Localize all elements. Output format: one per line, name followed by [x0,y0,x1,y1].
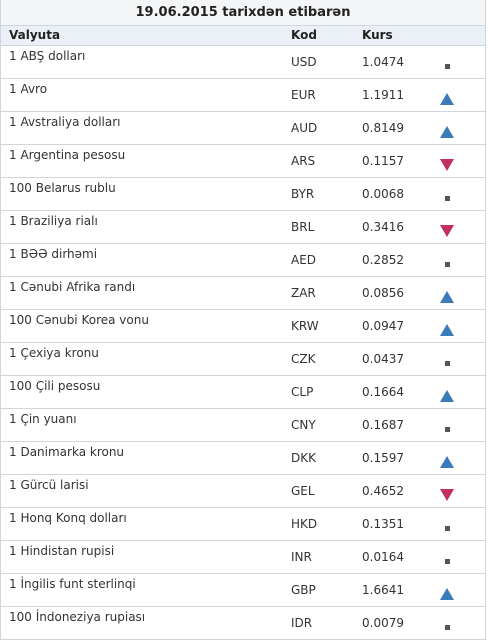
currency-code: USD [291,55,317,69]
table-row: 1 Danimarka kronu DKK 0.1597 [1,442,485,475]
currency-name: 1 Cənubi Afrika randı [9,280,136,294]
exchange-rate: 0.1664 [362,385,404,399]
header-code: Kod [291,28,317,42]
currency-name: 1 Hindistan rupisi [9,544,115,558]
exchange-rate: 0.0164 [362,550,404,564]
currency-code: CNY [291,418,316,432]
table-row: 1 BƏƏ dirhəmi AED 0.2852 [1,244,485,277]
trend-up-icon [439,92,455,106]
currency-name: 100 Cənubi Korea vonu [9,313,149,327]
exchange-rate: 0.1157 [362,154,404,168]
no-change-icon [439,356,455,370]
table-row: 1 Braziliya rialı BRL 0.3416 [1,211,485,244]
currency-name: 100 İndoneziya rupiası [9,610,146,624]
exchange-rate: 0.0068 [362,187,404,201]
table-row: 1 Çexiya kronu CZK 0.0437 [1,343,485,376]
table-header: Valyuta Kod Kurs [1,26,485,46]
trend-down-icon [439,158,455,172]
trend-up-icon [439,125,455,139]
table-row: 100 İndoneziya rupiası IDR 0.0079 [1,607,485,640]
exchange-rate: 0.1351 [362,517,404,531]
table-row: 1 Çin yuanı CNY 0.1687 [1,409,485,442]
exchange-rate: 0.0947 [362,319,404,333]
currency-code: DKK [291,451,316,465]
no-change-icon [439,191,455,205]
currency-name: 1 BƏƏ dirhəmi [9,247,98,261]
currency-code: GEL [291,484,315,498]
currency-code: AED [291,253,317,267]
table-row: 100 Çili pesosu CLP 0.1664 [1,376,485,409]
exchange-rate: 0.0079 [362,616,404,630]
exchange-rate: 0.0437 [362,352,404,366]
table-row: 100 Belarus rublu BYR 0.0068 [1,178,485,211]
exchange-rate: 0.0856 [362,286,404,300]
currency-name: 100 Çili pesosu [9,379,101,393]
table-row: 1 Argentina pesosu ARS 0.1157 [1,145,485,178]
trend-up-icon [439,290,455,304]
exchange-rate: 0.4652 [362,484,404,498]
currency-name: 1 ABŞ dolları [9,49,86,63]
table-row: 1 Gürcü larisi GEL 0.4652 [1,475,485,508]
currency-name: 1 Çexiya kronu [9,346,99,360]
currency-code: GBP [291,583,316,597]
exchange-rate: 1.1911 [362,88,404,102]
currency-name: 1 Çin yuanı [9,412,77,426]
currency-code: BYR [291,187,315,201]
table-row: 1 Cənubi Afrika randı ZAR 0.0856 [1,277,485,310]
currency-code: IDR [291,616,313,630]
currency-code: INR [291,550,312,564]
currency-name: 1 Avro [9,82,48,96]
no-change-icon [439,521,455,535]
table-row: 1 Honq Konq dolları HKD 0.1351 [1,508,485,541]
trend-up-icon [439,323,455,337]
exchange-rate: 0.8149 [362,121,404,135]
table-body: 1 ABŞ dolları USD 1.0474 1 Avro EUR 1.1911 1 A… [1,46,485,640]
trend-up-icon [439,455,455,469]
currency-code: KRW [291,319,319,333]
table-row: 1 Avro EUR 1.1911 [1,79,485,112]
header-currency: Valyuta [9,28,61,42]
exchange-rate: 0.1597 [362,451,404,465]
currency-name: 1 Braziliya rialı [9,214,98,228]
currency-name: 100 Belarus rublu [9,181,116,195]
currency-name: 1 Avstraliya dolları [9,115,121,129]
no-change-icon [439,554,455,568]
currency-code: CZK [291,352,316,366]
table-row: 1 Avstraliya dolları AUD 0.8149 [1,112,485,145]
table-row: 1 Hindistan rupisi INR 0.0164 [1,541,485,574]
trend-down-icon [439,488,455,502]
exchange-rate: 0.2852 [362,253,404,267]
exchange-rate: 1.6641 [362,583,404,597]
table-title: 19.06.2015 tarixdən etibarən [1,0,485,26]
trend-up-icon [439,389,455,403]
currency-name: 1 Argentina pesosu [9,148,126,162]
currency-code: HKD [291,517,318,531]
no-change-icon [439,620,455,634]
trend-up-icon [439,587,455,601]
currency-name: 1 Honq Konq dolları [9,511,127,525]
currency-name: 1 İngilis funt sterlinqi [9,577,136,591]
currency-code: AUD [291,121,318,135]
exchange-rate: 0.1687 [362,418,404,432]
exchange-rate: 0.3416 [362,220,404,234]
currency-name: 1 Danimarka kronu [9,445,125,459]
currency-name: 1 Gürcü larisi [9,478,89,492]
trend-down-icon [439,224,455,238]
currency-code: ZAR [291,286,316,300]
currency-code: ARS [291,154,316,168]
table-row: 1 ABŞ dolları USD 1.0474 [1,46,485,79]
no-change-icon [439,422,455,436]
table-row: 100 Cənubi Korea vonu KRW 0.0947 [1,310,485,343]
currency-code: EUR [291,88,316,102]
currency-code: BRL [291,220,315,234]
no-change-icon [439,59,455,73]
table-row: 1 İngilis funt sterlinqi GBP 1.6641 [1,574,485,607]
no-change-icon [439,257,455,271]
currency-code: CLP [291,385,314,399]
exchange-rate: 1.0474 [362,55,404,69]
header-rate: Kurs [362,28,393,42]
